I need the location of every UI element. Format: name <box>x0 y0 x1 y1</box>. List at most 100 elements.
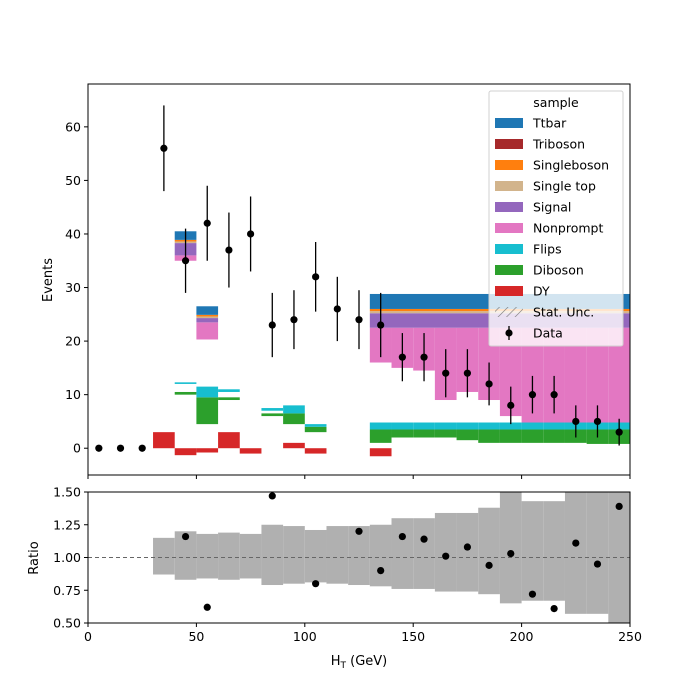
bar-flips <box>478 422 500 430</box>
bar-flips <box>369 422 392 430</box>
ratio-band-bin <box>499 492 522 604</box>
bar-diboson <box>499 429 522 443</box>
legend-label-diboson: Diboson <box>533 263 584 278</box>
legend-box <box>488 90 624 347</box>
stacked-histogram <box>153 231 630 457</box>
data-point <box>507 401 515 409</box>
bar-diboson <box>283 413 305 425</box>
bar-diboson <box>218 397 240 401</box>
ratio-y-tick-label: 1.00 <box>53 550 81 565</box>
legend-swatch-singleboson <box>495 160 523 170</box>
bar-signal <box>196 318 219 323</box>
data-point <box>463 369 471 377</box>
bar-flips <box>283 405 305 414</box>
ratio-point <box>463 543 471 551</box>
ratio-band-bin <box>478 507 500 595</box>
x-tick-label: 100 <box>293 629 317 644</box>
bar-diboson <box>521 429 544 443</box>
bar-nonprompt <box>608 327 630 423</box>
ratio-point <box>181 532 190 541</box>
y-tick-label: 0 <box>73 441 81 456</box>
bar-diboson <box>261 413 284 417</box>
legend-marker-data <box>505 329 513 337</box>
data-point <box>550 391 558 399</box>
x-tick-label: 50 <box>188 629 204 644</box>
ratio-band-bin <box>261 524 284 586</box>
ratio-band-bin <box>586 492 609 614</box>
ratio-band-bin <box>153 537 175 575</box>
ratio-y-tick-label: 1.50 <box>53 485 81 500</box>
bar-dy <box>369 448 392 457</box>
data-point <box>333 305 341 313</box>
legend-label-single-top: Single top <box>533 179 596 194</box>
ratio-band-bin <box>456 512 479 592</box>
bar-flips <box>304 424 327 427</box>
data-point <box>138 444 146 452</box>
bar-diboson <box>413 429 435 438</box>
legend-label-triboson: Triboson <box>532 137 585 152</box>
bar-nonprompt <box>564 327 587 423</box>
legend-label-signal: Signal <box>533 200 571 215</box>
ratio-y-axis-label: Ratio <box>27 541 42 574</box>
legend-label-ttbar: Ttbar <box>532 116 567 131</box>
main-x-axis-ticks <box>87 475 631 479</box>
ratio-point <box>268 492 276 500</box>
data-point <box>377 321 385 329</box>
ratio-band-bin <box>434 512 457 592</box>
bar-diboson <box>434 429 457 438</box>
legend-swatch-signal <box>495 202 523 212</box>
ratio-band-bin <box>283 526 305 584</box>
ratio-band-bin <box>218 532 240 580</box>
data-point <box>615 428 623 436</box>
bar-nonprompt <box>499 327 522 417</box>
bar-dy <box>196 448 219 453</box>
bar-singleboson <box>196 314 219 317</box>
x-axis-label: HT (GeV) <box>331 654 388 671</box>
data-point <box>116 444 125 452</box>
ratio-point <box>572 539 580 547</box>
bar-diboson <box>543 429 565 443</box>
data-point <box>420 353 428 361</box>
ratio-y-axis-ticks: 0.50 0.75 1.00 1.25 1.50 <box>53 485 88 631</box>
bar-flips <box>218 389 240 392</box>
x-tick-label: 150 <box>401 629 425 644</box>
x-tick-label: 0 <box>84 629 92 644</box>
bar-flips <box>543 422 565 430</box>
ratio-point <box>442 552 450 560</box>
bar-nonprompt <box>543 327 565 423</box>
data-point <box>528 391 537 399</box>
bar-dy <box>174 448 197 456</box>
ratio-point <box>550 604 558 613</box>
bar-dy <box>218 432 240 449</box>
bar-diboson <box>478 429 500 443</box>
legend-label-singleboson: Singleboson <box>533 158 609 173</box>
data-point <box>572 417 580 426</box>
legend-label-nonprompt: Nonprompt <box>533 221 603 236</box>
ratio-band-bin <box>174 531 197 580</box>
ratio-plot-panel: 0.50 0.75 1.00 1.25 1.50 0 50 100 150 200 250 Rat… <box>27 485 642 672</box>
data-point <box>593 417 602 426</box>
data-point <box>355 316 363 324</box>
main-plot-panel: 0 10 20 30 40 50 60 Events sample Ttbar Triboson… <box>41 83 631 479</box>
ratio-point <box>420 535 428 543</box>
bar-diboson <box>174 391 197 395</box>
bar-flips <box>196 386 219 398</box>
bar-diboson <box>456 429 479 441</box>
ratio-point <box>377 567 385 575</box>
ratio-band-bin <box>413 518 435 589</box>
data-point <box>442 369 450 377</box>
legend-label-stat-unc-: Stat. Unc. <box>533 305 594 320</box>
bar-dy <box>239 448 262 454</box>
x-axis-label-unit: (GeV) <box>346 654 387 669</box>
y-tick-label: 20 <box>65 334 81 349</box>
legend-swatch-flips <box>495 244 523 254</box>
legend-title: sample <box>533 95 579 110</box>
data-point <box>398 353 406 361</box>
bar-flips <box>174 382 197 384</box>
ratio-points <box>181 492 623 613</box>
y-tick-label: 50 <box>65 173 81 188</box>
bar-flips <box>521 422 544 430</box>
ratio-point <box>528 590 537 598</box>
ratio-point <box>507 549 515 558</box>
ratio-band-bin <box>521 501 544 601</box>
